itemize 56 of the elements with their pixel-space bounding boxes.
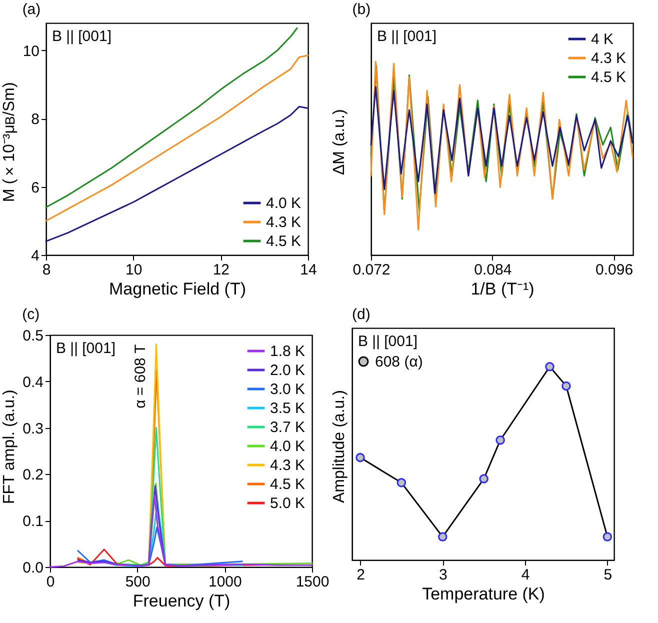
- legend-label: 3.0 K: [270, 381, 306, 398]
- y-tick-label: 6: [31, 179, 40, 196]
- y-axis-title: ΔM (a.u.): [330, 108, 349, 177]
- x-tick-label: 1500: [296, 574, 330, 590]
- chart-title: (b): [352, 1, 371, 18]
- legend-label: 4.0 K: [266, 195, 302, 212]
- x-tick-label: 0.084: [474, 262, 512, 278]
- y-tick-label: 0.2: [22, 466, 44, 484]
- y-tick-label: 0.0: [22, 560, 44, 576]
- y-tick-label: 0.3: [22, 420, 44, 438]
- legend-label: 4.3 K: [270, 457, 306, 474]
- y-axis-title: Amplitude (a.u.): [330, 390, 349, 506]
- annotation: B || [001]: [52, 28, 112, 45]
- chart-title: (a): [22, 1, 41, 18]
- x-tick-label: 12: [212, 262, 230, 278]
- x-axis-title: Temperature (K): [422, 584, 545, 604]
- y-tick-label: 10: [22, 42, 40, 60]
- x-axis-title: 1/B (T⁻¹): [470, 280, 534, 298]
- x-tick-label: 10: [125, 262, 142, 278]
- x-axis-title: Freuency (T): [132, 592, 230, 610]
- legend-label: 4.5 K: [266, 233, 302, 250]
- legend-label: 4.5 K: [591, 69, 626, 86]
- legend-label: 4.3 K: [266, 214, 302, 231]
- x-tick-label: 0.072: [352, 262, 390, 278]
- x-tick-label: 3: [438, 566, 448, 584]
- x-tick-label: 5: [604, 566, 612, 584]
- x-tick-label: 4: [521, 566, 530, 584]
- x-tick-label: 14: [300, 262, 317, 278]
- legend-label: 1.8 K: [270, 343, 306, 360]
- y-tick-label: 8: [31, 111, 40, 128]
- legend-label: 4.5 K: [270, 476, 306, 493]
- legend-label: 3.5 K: [270, 400, 306, 417]
- annotation: B || [001]: [56, 340, 116, 357]
- x-tick-label: 0.096: [596, 262, 634, 278]
- y-tick-label: 4: [31, 248, 40, 264]
- legend-label: 4.0 K: [270, 438, 306, 455]
- annotation: α = 608 T: [132, 344, 150, 408]
- x-tick-label: 500: [125, 574, 150, 590]
- legend-label: 4 K: [591, 31, 614, 48]
- chart-title: (d): [352, 306, 370, 323]
- text: B || [001]: [377, 28, 436, 45]
- legend-label: 2.0 K: [270, 362, 306, 379]
- x-tick-label: 2: [356, 566, 365, 584]
- legend-label: 5.0 K: [270, 495, 306, 512]
- y-tick-label: 0.4: [22, 374, 44, 391]
- legend-label: 608 (α): [375, 354, 423, 370]
- chart-title: (c): [22, 306, 40, 323]
- text: B || [001]: [358, 333, 418, 350]
- x-tick-label: 1000: [208, 574, 242, 590]
- legend-label: 4.3 K: [591, 50, 626, 67]
- y-axis-title: FFT ampl. (a.u.): [0, 388, 19, 506]
- x-tick-label: 0: [46, 574, 55, 590]
- y-tick-label: 0.5: [22, 328, 44, 344]
- x-axis-title: Magnetic Field (T): [109, 280, 246, 298]
- y-tick-label: 0.1: [22, 513, 44, 530]
- legend-label: 3.7 K: [270, 419, 306, 436]
